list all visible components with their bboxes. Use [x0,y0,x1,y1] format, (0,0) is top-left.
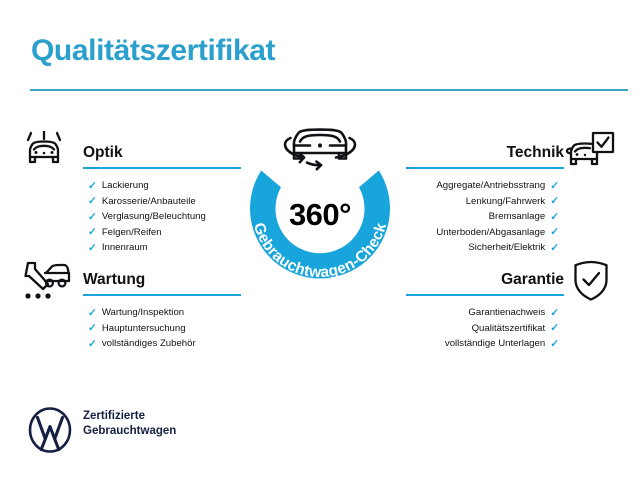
list-item: Unterboden/Abgasanlage ✓ [399,225,559,241]
check-icon: ✓ [550,322,559,335]
car-polish-shine-icon [22,130,68,180]
check-icon: ✓ [550,337,559,350]
section-garantie-header: Garantie [399,266,564,296]
check-icon: ✓ [550,241,559,254]
list-item-label: Felgen/Reifen [101,226,162,238]
car-checkbox-icon [565,131,616,178]
list-item: Sicherheit/Elektrik ✓ [399,240,559,256]
section-wartung-title: Wartung [83,271,146,288]
wrench-car-service-icon [22,259,72,308]
list-item-label: Garantienachweis [468,307,546,318]
list-item: ✓ Lackierung [88,178,248,194]
section-wartung: Wartung ✓ Wartung/Inspektion ✓ Hauptunters… [83,266,248,352]
list-item-label: Verglasung/Beleuchtung [101,211,206,223]
section-wartung-items: ✓ Wartung/Inspektion ✓ Hauptuntersuchung ✓… [83,305,248,352]
section-wartung-header: Wartung [83,266,248,296]
check-icon: ✓ [88,195,97,208]
footer-brand-text: Zertifizierte Gebrauchtwagen [83,409,176,439]
list-item-label: Unterboden/Abgasanlage [436,226,546,238]
list-item-label: vollständige Unterlagen [444,338,546,350]
list-item-label: Lenkung/Fahrwerk [465,195,546,207]
list-item-label: Wartung/Inspektion [101,307,185,318]
list-item: vollständige Unterlagen ✓ [399,336,559,352]
footer-line-1: Zertifizierte [83,410,145,422]
list-item-label: vollständiges Zubehör [101,338,196,350]
section-technik-header: Technik [399,139,564,169]
volkswagen-logo [27,407,73,458]
check-icon: ✓ [550,195,559,208]
list-item: Qualitätszertifikat ✓ [399,321,559,337]
check-icon: ✓ [88,322,97,335]
section-optik-items: ✓ Lackierung ✓ Karosserie/Anbauteile ✓ Verg… [83,178,248,256]
section-technik-underline [406,167,564,169]
list-item-label: Bremsanlage [488,211,546,223]
list-item: Bremsanlage ✓ [399,209,559,225]
header-divider [30,89,628,91]
check-icon: ✓ [550,226,559,239]
section-garantie-underline [406,294,564,296]
section-technik: Technik Aggregate/Antriebsstrang ✓ Lenkun… [399,139,564,256]
section-optik-title: Optik [83,144,123,161]
section-garantie-items: Garantienachweis ✓ Qualitätszertifikat ✓ v… [399,305,564,352]
check-icon: ✓ [550,179,559,192]
car-front-rotate-icon [283,128,357,171]
check-icon: ✓ [550,210,559,223]
section-garantie: Garantie Garantienachweis ✓ Qualitätszert… [399,266,564,352]
section-garantie-title: Garantie [501,271,564,288]
list-item-label: Karosserie/Anbauteile [101,195,196,207]
360-gebrauchtwagen-check-badge: Gebrauchtwagen-Check 360° [228,117,412,301]
check-icon: ✓ [88,241,97,254]
check-icon: ✓ [550,306,559,319]
check-icon: ✓ [88,306,97,319]
check-icon: ✓ [88,210,97,223]
list-item: ✓ Verglasung/Beleuchtung [88,209,248,225]
list-item-label: Sicherheit/Elektrik [468,242,546,254]
list-item: ✓ Karosserie/Anbauteile [88,194,248,210]
section-optik-header: Optik [83,139,248,169]
list-item-label: Innenraum [101,242,148,254]
list-item: ✓ Wartung/Inspektion [88,305,248,321]
section-optik-underline [83,167,241,169]
badge-ring-graphic: Gebrauchtwagen-Check [250,128,390,281]
check-icon: ✓ [88,179,97,192]
list-item: ✓ Felgen/Reifen [88,225,248,241]
list-item-label: Qualitätszertifikat [471,322,546,334]
check-icon: ✓ [88,226,97,239]
list-item: Aggregate/Antriebsstrang ✓ [399,178,559,194]
section-technik-items: Aggregate/Antriebsstrang ✓ Lenkung/Fahrwe… [399,178,564,256]
list-item: Garantienachweis ✓ [399,305,559,321]
section-optik: Optik ✓ Lackierung ✓ Karosserie/Anbauteile… [83,139,248,256]
footer-line-2: Gebrauchtwagen [83,425,177,437]
page-title: Qualitätszertifikat [31,34,276,67]
list-item-label: Hauptuntersuchung [101,322,186,334]
check-icon: ✓ [88,337,97,350]
shield-check-icon [572,260,610,307]
list-item-label: Aggregate/Antriebsstrang [436,180,546,191]
list-item: ✓ Hauptuntersuchung [88,321,248,337]
list-item: ✓ Innenraum [88,240,248,256]
section-technik-title: Technik [506,144,564,161]
list-item: ✓ vollständiges Zubehör [88,336,248,352]
list-item-label: Lackierung [101,180,149,191]
list-item: Lenkung/Fahrwerk ✓ [399,194,559,210]
section-wartung-underline [83,294,241,296]
